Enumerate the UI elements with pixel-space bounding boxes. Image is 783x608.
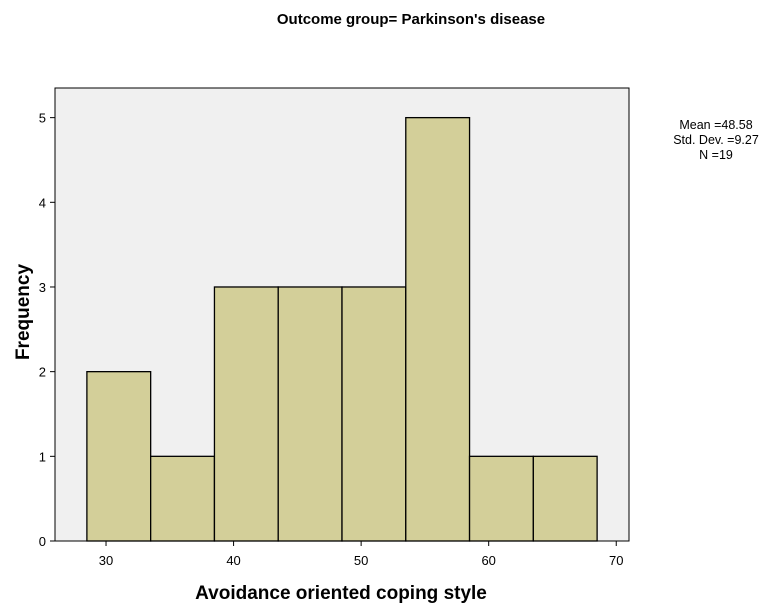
y-tick-label-5: 5 xyxy=(39,111,46,126)
histogram-bar-4 xyxy=(341,286,407,542)
x-tick-label-3: 60 xyxy=(481,553,495,568)
y-tick-label-0: 0 xyxy=(39,534,46,549)
ticks-layer: 0 1 2 3 4 5 30 40 50 60 70 xyxy=(39,111,624,568)
x-tick-label-2: 50 xyxy=(354,553,368,568)
y-tick-label-3: 3 xyxy=(39,280,46,295)
histogram-bar-1 xyxy=(150,455,216,542)
histogram-bar-0 xyxy=(86,371,152,542)
histogram-bar-3 xyxy=(277,286,343,542)
histogram-bar-2 xyxy=(213,286,279,542)
y-axis-label: Frequency xyxy=(13,264,34,361)
histogram-bar-6 xyxy=(468,455,534,542)
stats-box: Mean =48.58 Std. Dev. =9.27 N =19 xyxy=(673,118,759,162)
x-tick-label-4: 70 xyxy=(609,553,623,568)
x-axis-label: Avoidance oriented coping style xyxy=(195,583,487,604)
y-tick-label-2: 2 xyxy=(39,365,46,380)
x-tick-label-0: 30 xyxy=(99,553,113,568)
y-tick-label-1: 1 xyxy=(39,449,46,464)
histogram-bar-5 xyxy=(405,116,471,542)
stats-n: N =19 xyxy=(699,148,733,162)
x-tick-label-1: 40 xyxy=(226,553,240,568)
histogram-bar-7 xyxy=(532,455,598,542)
stats-mean: Mean =48.58 xyxy=(679,118,752,132)
axes-layer xyxy=(50,117,617,546)
y-tick-label-4: 4 xyxy=(39,195,46,210)
bars-layer xyxy=(86,116,598,542)
chart-title: Outcome group= Parkinson's disease xyxy=(277,11,545,28)
stats-std-dev: Std. Dev. =9.27 xyxy=(673,133,759,147)
